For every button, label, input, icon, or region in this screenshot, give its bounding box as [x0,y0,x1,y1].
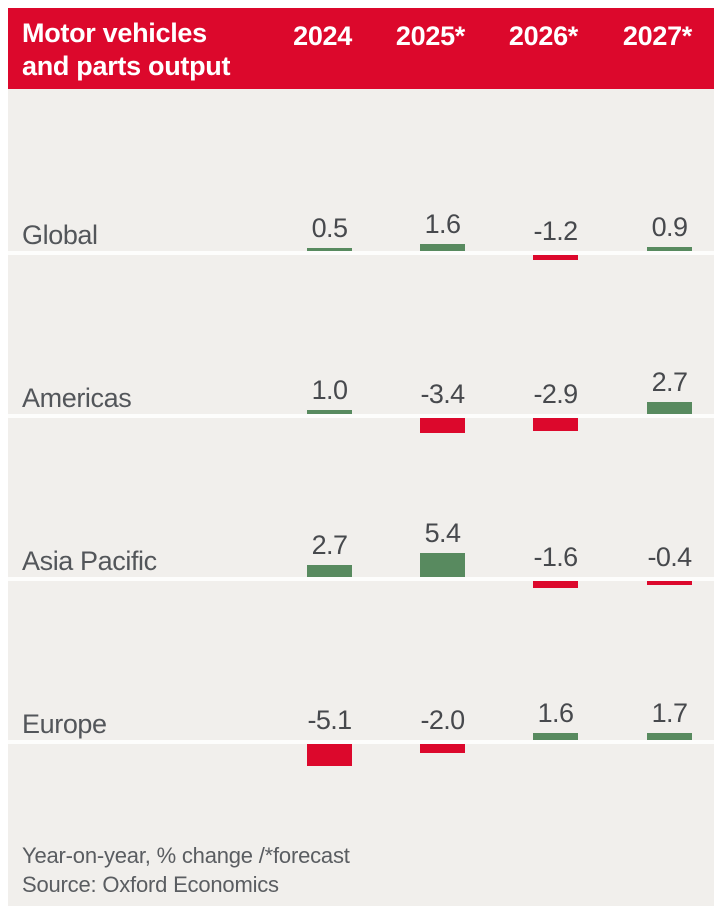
chart-title: Motor vehicles and parts output [22,17,230,83]
zero-baseline [8,740,714,744]
chart-row-asia-pacific: Asia Pacific 2.7 5.4 -1.6 -0.4 [8,515,714,615]
positive-bar [420,243,465,251]
value-cell: -1.6 [533,515,578,615]
zero-baseline [8,577,714,581]
chart-row-europe: Europe -5.1 -2.0 1.6 1.7 [8,678,714,778]
positive-bar [307,247,352,251]
positive-bar [420,553,465,577]
value-cell: 1.6 [533,678,578,778]
chart-row-global: Global 0.5 1.6 -1.2 0.9 [8,189,714,289]
value-label: -2.0 [420,705,465,735]
footnote: Year-on-year, % change /*forecast [22,843,350,868]
column-header-2024: 2024 [293,21,352,51]
value-label: 0.9 [651,212,688,243]
chart-row-americas: Americas 1.0 -3.4 -2.9 2.7 [8,352,714,452]
positive-bar [307,409,352,414]
value-label: -0.4 [647,542,692,572]
column-header-2026: 2026* [508,21,578,51]
positive-bar [533,732,578,740]
value-label: -1.2 [533,216,578,246]
value-label: 2.7 [651,367,688,398]
value-cell: 0.9 [647,189,692,289]
zero-baseline [8,414,714,418]
value-cell: 0.5 [307,189,352,289]
chart-header-band: Motor vehicles and parts output 2024 2025… [8,8,714,89]
value-cell: 2.7 [647,352,692,452]
positive-bar [647,732,692,740]
negative-bar [307,744,352,767]
negative-bar [647,581,692,585]
value-cell: -1.2 [533,189,578,289]
value-label: 1.6 [424,208,461,239]
chart-footer: Year-on-year, % change /*forecast Source… [22,841,350,899]
value-cell: 5.4 [420,515,465,615]
chart-background [8,89,714,906]
value-label: -3.4 [420,379,465,409]
row-label: Asia Pacific [22,546,157,576]
chart-title-line2: and parts output [22,51,231,81]
negative-bar [533,418,578,431]
value-label: 1.6 [537,697,574,728]
value-cell: -5.1 [307,678,352,778]
value-cell: -3.4 [420,352,465,452]
source-credit: Source: Oxford Economics [22,872,279,897]
value-label: -1.6 [533,542,578,572]
row-label: Americas [22,383,132,413]
value-label: -5.1 [307,705,352,735]
negative-bar [420,418,465,433]
row-label: Europe [22,709,107,739]
value-cell: 1.7 [647,678,692,778]
chart-title-line1: Motor vehicles [22,18,207,48]
value-cell: -2.9 [533,352,578,452]
value-label: 5.4 [424,518,461,549]
positive-bar [647,247,692,251]
value-label: 1.7 [651,697,688,728]
value-cell: -2.0 [420,678,465,778]
value-cell: 1.6 [420,189,465,289]
value-label: 0.5 [311,212,348,243]
value-cell: 2.7 [307,515,352,615]
row-label: Global [22,220,98,250]
value-cell: 1.0 [307,352,352,452]
positive-bar [647,402,692,414]
negative-bar [533,581,578,589]
value-label: 1.0 [311,374,348,405]
negative-bar [420,744,465,753]
column-header-2027: 2027* [622,21,692,51]
negative-bar [533,255,578,261]
value-cell: -0.4 [647,515,692,615]
zero-baseline [8,251,714,255]
value-label: 2.7 [311,530,348,561]
value-label: -2.9 [533,379,578,409]
column-header-2025: 2025* [395,21,465,51]
positive-bar [307,565,352,577]
